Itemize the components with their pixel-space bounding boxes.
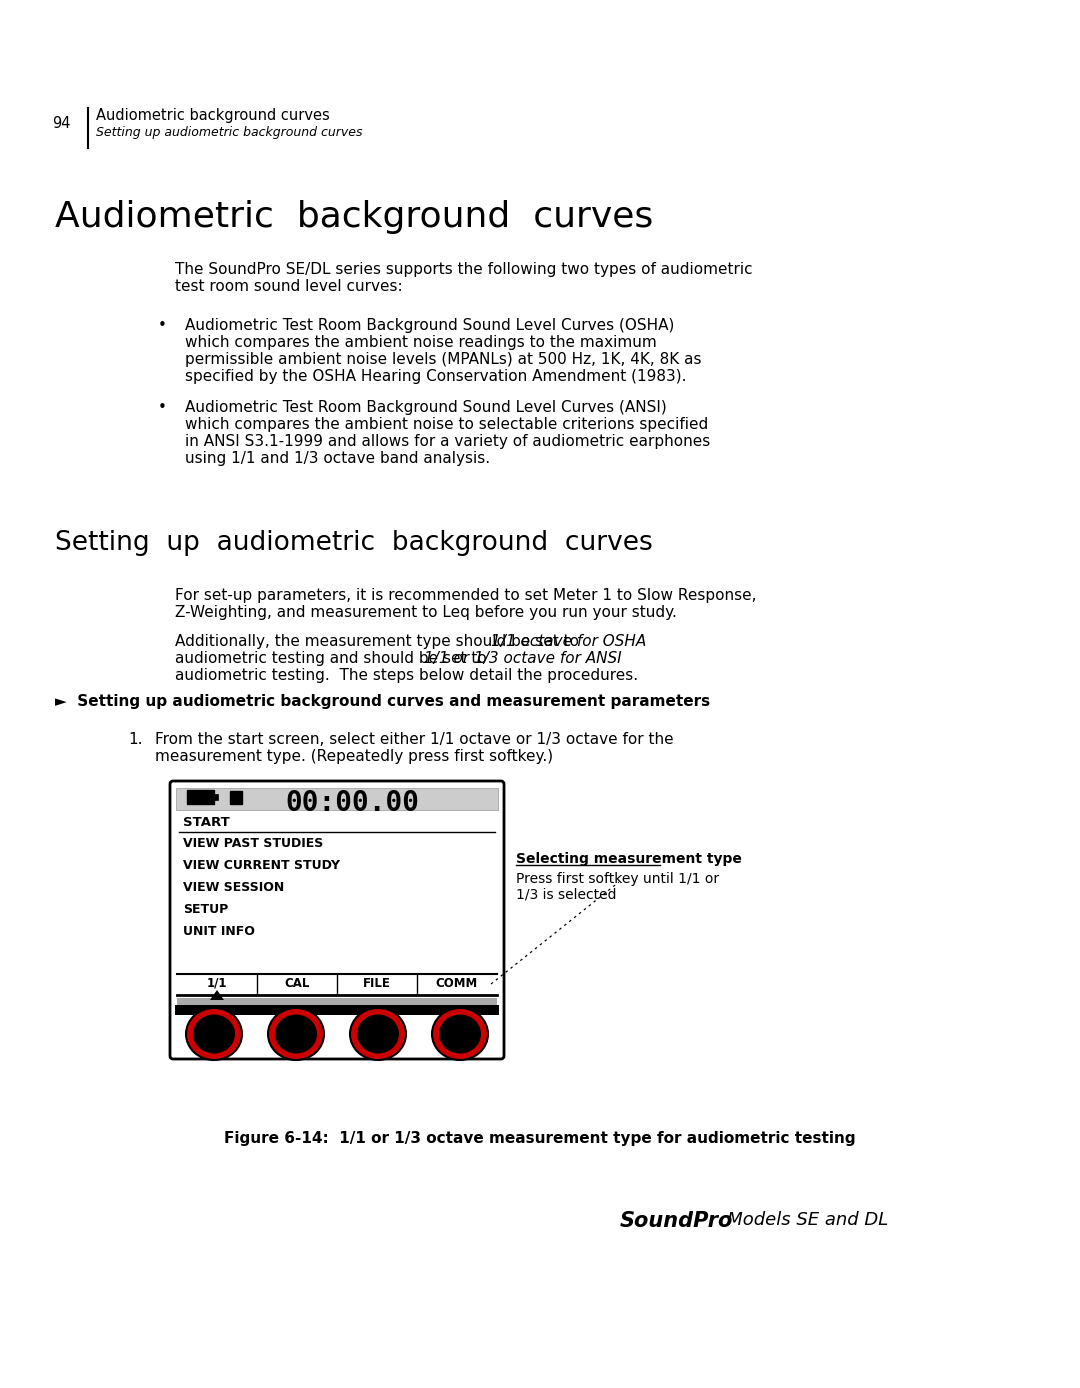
Text: Figure 6-14:  1/1 or 1/3 octave measurement type for audiometric testing: Figure 6-14: 1/1 or 1/3 octave measureme… (225, 1131, 855, 1146)
Bar (176, 788, 498, 811)
Bar (177, 998, 497, 1005)
Text: which compares the ambient noise to selectable criterions specified: which compares the ambient noise to sele… (185, 416, 708, 432)
Ellipse shape (268, 1008, 324, 1060)
Text: 1/3 is selected: 1/3 is selected (516, 888, 617, 902)
Text: specified by the OSHA Hearing Conservation Amendment (1983).: specified by the OSHA Hearing Conservati… (185, 369, 687, 384)
Text: Additionally, the measurement type should be set to: Additionally, the measurement type shoul… (175, 634, 584, 650)
Text: COMM: COMM (436, 977, 478, 990)
Text: VIEW PAST STUDIES: VIEW PAST STUDIES (183, 837, 323, 849)
Text: Setting  up  audiometric  background  curves: Setting up audiometric background curves (55, 530, 652, 557)
Text: permissible ambient noise levels (MPANLs) at 500 Hz, 1K, 4K, 8K as: permissible ambient noise levels (MPANLs… (185, 353, 702, 366)
Text: From the start screen, select either 1/1 octave or 1/3 octave for the: From the start screen, select either 1/1… (156, 731, 674, 747)
Text: •: • (158, 318, 167, 333)
Text: START: START (183, 816, 230, 829)
Text: measurement type. (Repeatedly press first softkey.): measurement type. (Repeatedly press firs… (156, 750, 553, 763)
Text: UNIT INFO: UNIT INFO (183, 924, 255, 938)
Text: in ANSI S3.1-1999 and allows for a variety of audiometric earphones: in ANSI S3.1-1999 and allows for a varie… (185, 434, 711, 448)
Text: audiometric testing.  The steps below detail the procedures.: audiometric testing. The steps below det… (175, 668, 638, 683)
Ellipse shape (350, 1008, 406, 1060)
Text: using 1/1 and 1/3 octave band analysis.: using 1/1 and 1/3 octave band analysis. (185, 451, 490, 466)
Ellipse shape (357, 1015, 399, 1053)
Text: 1/1 octave for OSHA: 1/1 octave for OSHA (491, 634, 647, 650)
Ellipse shape (186, 1008, 242, 1060)
Bar (175, 1005, 499, 1015)
Ellipse shape (432, 1008, 488, 1060)
Text: Z-Weighting, and measurement to Leq before you run your study.: Z-Weighting, and measurement to Leq befo… (175, 605, 677, 620)
Ellipse shape (275, 1015, 318, 1053)
Ellipse shape (438, 1015, 481, 1053)
Text: which compares the ambient noise readings to the maximum: which compares the ambient noise reading… (185, 335, 657, 350)
Bar (187, 790, 214, 804)
Text: •: • (158, 400, 167, 415)
Ellipse shape (193, 1015, 235, 1053)
Polygon shape (210, 990, 224, 999)
Text: 1.: 1. (129, 731, 143, 747)
Text: VIEW SESSION: VIEW SESSION (183, 881, 284, 894)
Text: Setting up audiometric background curves: Setting up audiometric background curves (96, 126, 363, 139)
Bar (214, 794, 218, 799)
Text: SoundPro: SoundPro (620, 1210, 733, 1231)
Bar (230, 791, 242, 804)
Text: 1/1 or 1/3 octave for ANSI: 1/1 or 1/3 octave for ANSI (424, 651, 622, 666)
Text: FILE: FILE (363, 977, 391, 990)
Text: Selecting measurement type: Selecting measurement type (516, 852, 742, 866)
Text: For set-up parameters, it is recommended to set Meter 1 to Slow Response,: For set-up parameters, it is recommended… (175, 589, 756, 602)
Text: Audiometric Test Room Background Sound Level Curves (OSHA): Audiometric Test Room Background Sound L… (185, 318, 674, 333)
Text: 1/1: 1/1 (206, 977, 227, 990)
Text: ►  Setting up audiometric background curves and measurement parameters: ► Setting up audiometric background curv… (55, 694, 711, 709)
Text: The SoundPro SE/DL series supports the following two types of audiometric: The SoundPro SE/DL series supports the f… (175, 262, 753, 278)
Text: test room sound level curves:: test room sound level curves: (175, 279, 403, 294)
Text: VIEW CURRENT STUDY: VIEW CURRENT STUDY (183, 859, 340, 872)
Text: SETUP: SETUP (183, 904, 228, 916)
FancyBboxPatch shape (170, 781, 504, 1059)
Text: Press first softkey until 1/1 or: Press first softkey until 1/1 or (516, 872, 719, 886)
Text: Models SE and DL: Models SE and DL (710, 1210, 888, 1228)
Text: audiometric testing and should be set to: audiometric testing and should be set to (175, 651, 491, 666)
Text: 00:00.00: 00:00.00 (285, 788, 419, 818)
Text: Audiometric background curves: Audiometric background curves (96, 108, 329, 124)
Text: CAL: CAL (284, 977, 310, 990)
Text: Audiometric Test Room Background Sound Level Curves (ANSI): Audiometric Test Room Background Sound L… (185, 400, 666, 415)
Text: 94: 94 (52, 117, 70, 130)
Text: Audiometric  background  curves: Audiometric background curves (55, 200, 653, 235)
